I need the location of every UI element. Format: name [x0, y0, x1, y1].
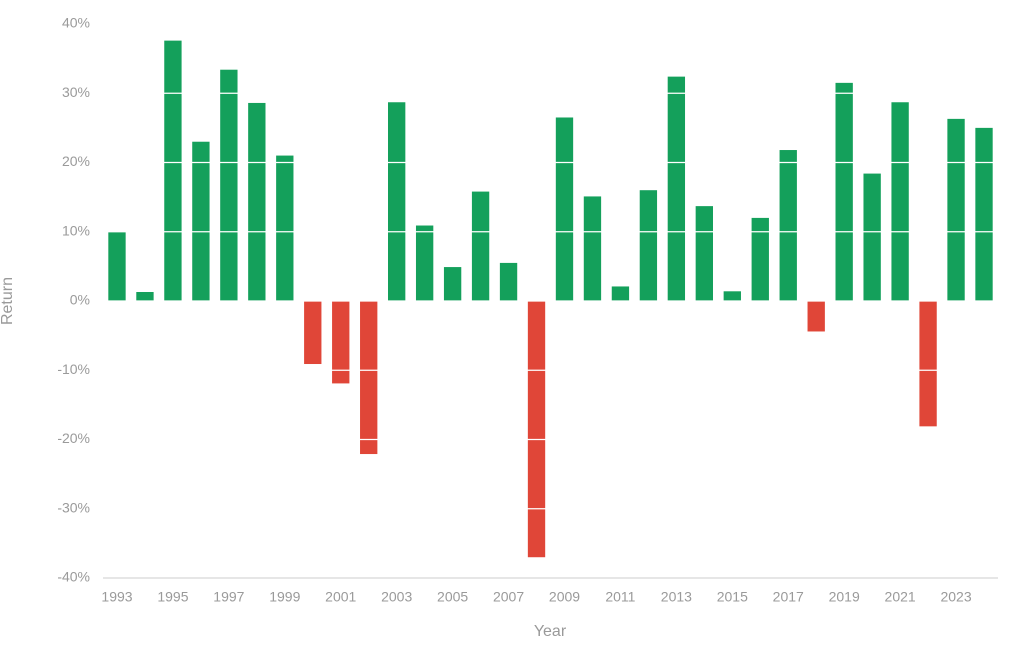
bar	[276, 155, 294, 301]
x-tick-label: 2001	[325, 589, 356, 605]
bar	[639, 190, 658, 301]
x-tick-label: 1993	[101, 589, 132, 605]
x-tick-label: 2005	[437, 589, 468, 605]
y-tick-label: -40%	[57, 569, 90, 585]
bar	[807, 301, 825, 332]
y-axis-title: Return	[0, 277, 16, 325]
bar	[360, 301, 378, 455]
bar	[947, 118, 965, 301]
bar	[443, 267, 462, 301]
bar	[583, 196, 602, 301]
bar	[499, 262, 518, 301]
bar	[471, 191, 490, 301]
bar	[723, 291, 741, 301]
bar	[891, 102, 909, 301]
y-tick-label: -20%	[57, 430, 90, 446]
x-tick-label: 2007	[493, 589, 524, 605]
x-tick-label: 2021	[885, 589, 916, 605]
bar	[695, 206, 713, 301]
bar	[527, 301, 546, 558]
bar	[388, 102, 406, 301]
bar	[415, 225, 434, 301]
x-axis-title: Year	[534, 623, 567, 640]
x-tick-label: 2019	[829, 589, 860, 605]
bar	[304, 301, 322, 365]
bar	[779, 150, 797, 301]
x-tick-label: 2023	[940, 589, 971, 605]
bar	[919, 301, 937, 427]
bar	[192, 141, 210, 301]
y-tick-label: 40%	[62, 15, 90, 31]
y-tick-label: 0%	[70, 292, 90, 308]
bar	[835, 82, 853, 301]
x-tick-label: 2009	[549, 589, 580, 605]
bar	[975, 127, 993, 301]
bar	[863, 173, 881, 301]
bar	[136, 291, 154, 301]
bar	[220, 69, 238, 301]
x-tick-label: 2017	[773, 589, 804, 605]
x-tick-label: 1999	[269, 589, 300, 605]
bar	[667, 76, 686, 301]
x-tick-label: 2011	[605, 589, 635, 605]
y-tick-label: -30%	[57, 499, 90, 515]
bar	[248, 102, 266, 301]
bar	[108, 231, 126, 301]
y-tick-label: 30%	[62, 84, 90, 100]
y-tick-label: -10%	[57, 361, 90, 377]
x-tick-label: 2015	[717, 589, 748, 605]
y-tick-label: 20%	[62, 153, 90, 169]
x-tick-label: 2003	[381, 589, 412, 605]
bar	[611, 286, 630, 301]
x-tick-label: 1995	[157, 589, 188, 605]
x-tick-label: 1997	[213, 589, 244, 605]
bar	[332, 301, 350, 384]
y-tick-label: 10%	[62, 222, 90, 238]
x-tick-label: 2013	[661, 589, 692, 605]
bar	[555, 117, 574, 301]
bar	[164, 40, 182, 302]
bar	[751, 217, 769, 301]
